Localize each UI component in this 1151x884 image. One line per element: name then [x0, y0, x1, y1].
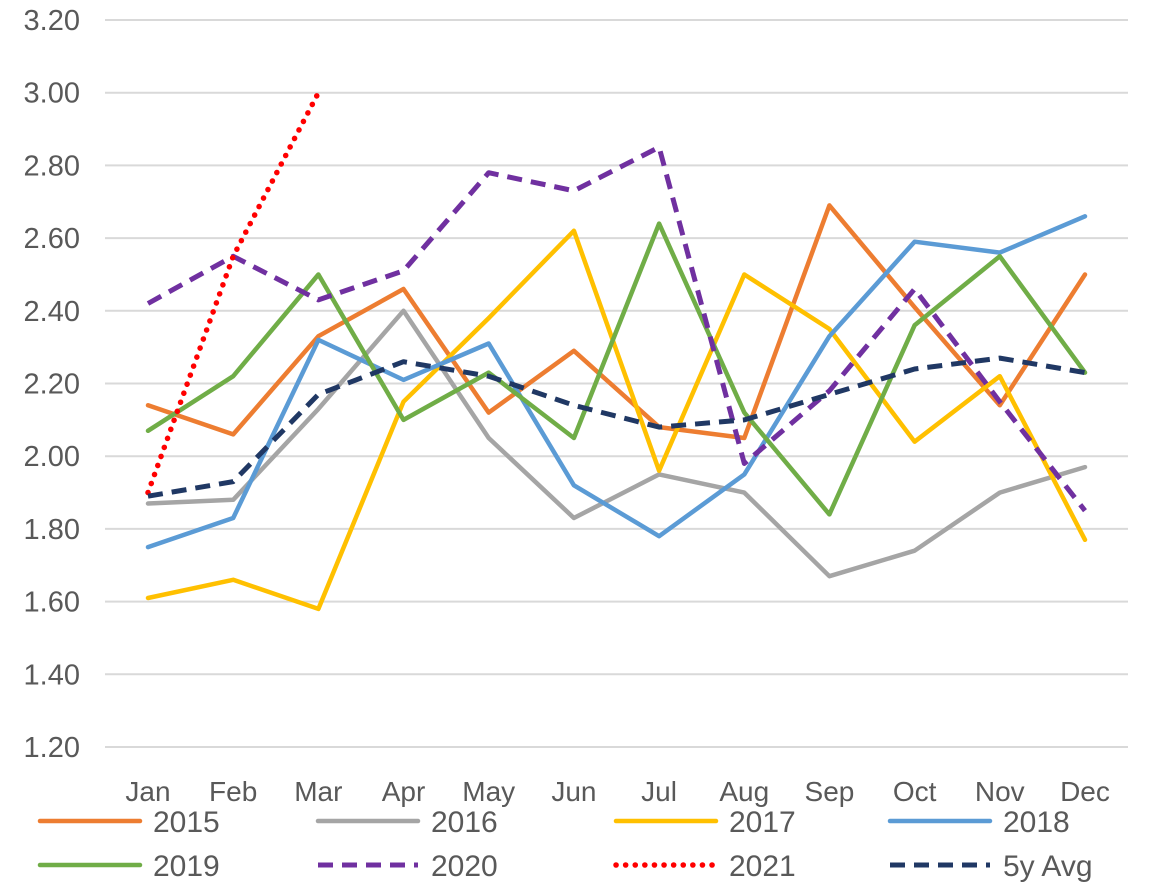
series-line-2015	[145, 203, 1088, 441]
y-axis-tick-label: 2.00	[24, 441, 80, 473]
y-axis-tick-label: 2.40	[24, 296, 80, 328]
y-axis-tick-label: 2.60	[24, 223, 80, 255]
legend-label-2021: 2021	[729, 850, 796, 883]
x-axis-month-label: Feb	[209, 776, 257, 807]
x-axis-month-label: Apr	[382, 776, 426, 807]
legend-label-2015: 2015	[153, 806, 220, 839]
x-axis-month-label: Mar	[294, 776, 342, 807]
x-axis-month-label: Sep	[805, 776, 855, 807]
series-line-2018	[145, 214, 1088, 550]
legend-label-2020: 2020	[431, 850, 498, 883]
x-axis-month-label: Jun	[551, 776, 596, 807]
y-axis-tick-label: 1.80	[24, 514, 80, 546]
x-axis-month-label: Jan	[125, 776, 170, 807]
legend-label-2019: 2019	[153, 850, 220, 883]
y-axis-tick-label: 1.20	[24, 732, 80, 764]
x-axis-month-label: May	[462, 776, 515, 807]
y-axis-tick-label: 3.20	[24, 5, 80, 37]
x-axis-month-label: Jul	[641, 776, 677, 807]
legend-label-2016: 2016	[431, 806, 498, 839]
y-axis-tick-label: 2.20	[24, 369, 80, 401]
y-axis-tick-label: 3.00	[24, 78, 80, 110]
series-line-2020	[146, 144, 1087, 513]
legend-label-2018: 2018	[1003, 806, 1070, 839]
y-axis-tick-label: 1.60	[24, 587, 80, 619]
series-line-5y-avg	[147, 355, 1086, 499]
y-axis-tick-label: 1.40	[24, 659, 80, 691]
legend-label-2017: 2017	[729, 806, 796, 839]
x-axis-month-label: Aug	[719, 776, 769, 807]
series-line-2021	[145, 89, 322, 496]
y-axis-tick-label: 2.80	[24, 150, 80, 182]
x-axis-month-label: Dec	[1060, 776, 1110, 807]
x-axis-month-label: Oct	[893, 776, 937, 807]
series-line-2016	[145, 308, 1088, 579]
legend-label-5y-avg: 5y Avg	[1003, 850, 1093, 883]
series-line-2017	[145, 228, 1088, 612]
x-axis-month-label: Nov	[975, 776, 1025, 807]
